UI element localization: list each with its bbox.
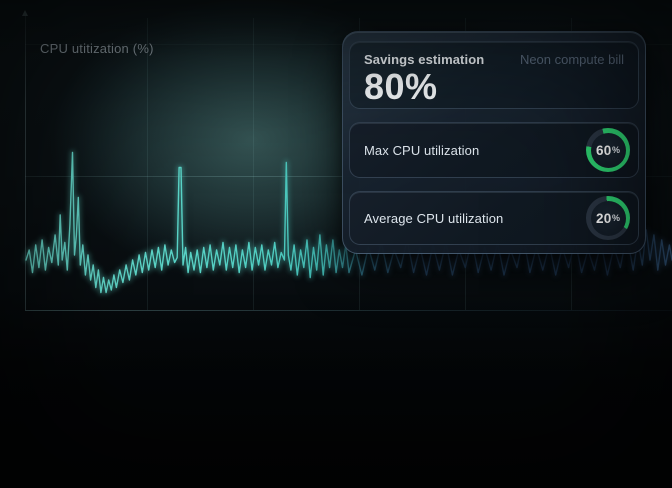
max-cpu-unit: %	[611, 145, 620, 155]
savings-card: Savings estimation Neon compute bill 80%	[349, 41, 639, 109]
savings-source-label: Neon compute bill	[519, 52, 624, 67]
savings-value: 80%	[364, 66, 438, 107]
stats-panel: Savings estimation Neon compute bill 80%…	[342, 31, 646, 254]
avg-cpu-card: Average CPU utilization 20%	[349, 191, 639, 245]
gauge-ring-hole: 60%	[590, 132, 626, 168]
gauge-ring-hole: 20%	[590, 200, 626, 236]
max-cpu-card: Max CPU utilization 60%	[349, 122, 639, 178]
savings-label: Savings estimation	[364, 52, 485, 67]
max-cpu-gauge-ring: 60%	[586, 128, 630, 172]
avg-cpu-value: 20	[596, 210, 612, 226]
avg-cpu-unit: %	[611, 213, 620, 223]
max-cpu-value: 60	[596, 142, 612, 158]
chart-title: CPU utitization (%)	[40, 41, 154, 56]
avg-cpu-label: Average CPU utilization	[364, 210, 504, 226]
max-cpu-label: Max CPU utilization	[364, 142, 480, 158]
avg-cpu-gauge-ring: 20%	[586, 196, 630, 240]
